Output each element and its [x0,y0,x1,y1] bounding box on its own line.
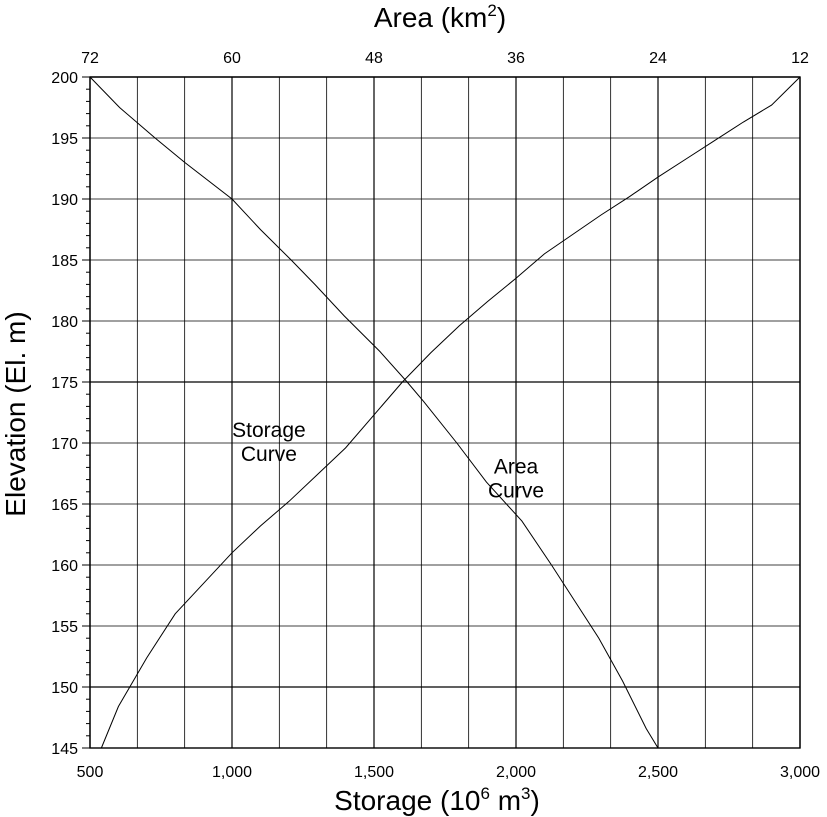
x-top-tick-label: 72 [81,50,99,67]
x-bottom-tick-label: 1,000 [212,764,252,781]
storage-curve-line [100,76,801,749]
annotation-line: Storage [232,419,306,442]
grid-layer [82,76,801,749]
y-tick-label: 185 [51,253,78,270]
y-tick-label: 175 [51,375,78,392]
y-tick-label: 195 [51,131,78,148]
curve-layer [89,76,801,749]
chart-title-top: Area (km2) [374,1,506,33]
y-axis-label: Elevation (El. m) [0,311,31,516]
y-tick-label: 180 [51,314,78,331]
y-tick-label: 200 [51,70,78,87]
y-tick-label: 170 [51,436,78,453]
x-top-tick-label: 24 [649,50,667,67]
y-tick-label: 155 [51,619,78,636]
x-bottom-tick-label: 2,500 [638,764,678,781]
x-top-tick-label: 48 [365,50,383,67]
x-top-tick-label: 60 [223,50,241,67]
x-bottom-tick-label: 2,000 [496,764,536,781]
x-bottom-tick-label: 1,500 [354,764,394,781]
x-top-tick-label: 12 [791,50,809,67]
x-bottom-tick-label: 3,000 [780,764,820,781]
plot-frame [89,76,801,749]
area-curve-line [89,76,659,749]
label-layer: 145 150 155 160 165 170 175 180 185 190 195 200 500 1… [51,50,820,781]
y-tick-label: 190 [51,192,78,209]
annotation-line: Curve [488,480,544,503]
y-tick-label: 165 [51,497,78,514]
y-tick-label: 150 [51,680,78,697]
x-top-tick-label: 36 [507,50,525,67]
y-tick-label: 160 [51,558,78,575]
area-curve-annotation: Area Curve [488,456,544,503]
y-tick-label: 145 [51,741,78,758]
x-axis-label: Storage (106 m3) [334,784,540,816]
annotation-line: Area [494,456,539,479]
x-bottom-tick-label: 500 [77,764,104,781]
annotation-line: Curve [241,443,297,466]
storage-curve-annotation: Storage Curve [232,419,306,466]
